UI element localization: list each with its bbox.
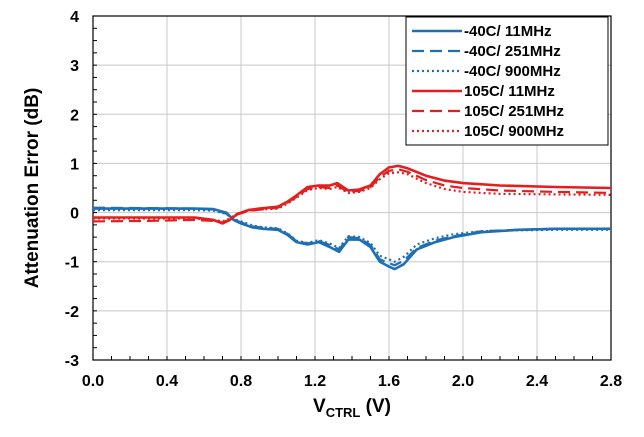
legend-entry-label: -40C/ 251MHz: [464, 43, 561, 60]
y-tick-label: 0: [70, 206, 79, 223]
y-tick-label: -2: [65, 304, 79, 321]
x-tick-label: 2.4: [526, 373, 548, 390]
x-tick-labels: 0.0 0.4 0.8 1.2 1.6 2.0 2.4 2.8: [82, 373, 622, 390]
x-tick-label: 2.0: [452, 373, 474, 390]
legend-entry-label: 105C/ 900MHz: [464, 123, 564, 140]
y-axis-label: Attenuation Error (dB): [22, 88, 43, 289]
x-tick-label: 1.6: [378, 373, 400, 390]
y-tick-label: -3: [65, 353, 79, 370]
legend-entry-label: 105C/ 11MHz: [464, 83, 555, 100]
series-line-4: [93, 164, 612, 225]
legend-entry-label: -40C/ 11MHz: [464, 23, 552, 40]
minor-ticks: [92, 15, 612, 361]
x-tick-label: 0.8: [230, 373, 252, 390]
x-tick-label: 1.2: [304, 373, 326, 390]
series-line-5: [92, 168, 612, 224]
legend-entry-label: -40C/ 900MHz: [464, 63, 561, 80]
x-axis-label-subscript: CTRL: [326, 405, 361, 420]
y-tick-labels: -3 -2 -1 0 1 2 3 4: [65, 9, 79, 370]
series-lines: [92, 164, 612, 271]
y-tick-label: 3: [70, 58, 79, 75]
x-tick-label: 0.4: [156, 373, 178, 390]
x-tick-label: 0.0: [82, 373, 104, 390]
y-tick-label: -1: [65, 255, 79, 272]
x-axis-label-main: V: [313, 396, 326, 417]
series-line-2: [92, 206, 611, 267]
y-tick-label: 4: [70, 9, 79, 26]
legend-box: [405, 16, 609, 146]
legend: -40C/ 11MHz -40C/ 251MHz -40C/ 900MHz 105C/…: [405, 16, 609, 146]
x-tick-label: 2.8: [600, 373, 622, 390]
y-tick-label: 1: [70, 156, 79, 173]
series-line-6: [93, 171, 612, 223]
x-axis-label-unit: (V): [360, 396, 391, 417]
x-axis-label: VCTRL (V): [313, 396, 391, 420]
legend-entry-label: 105C/ 251MHz: [464, 103, 564, 120]
y-tick-label: 2: [70, 107, 79, 124]
